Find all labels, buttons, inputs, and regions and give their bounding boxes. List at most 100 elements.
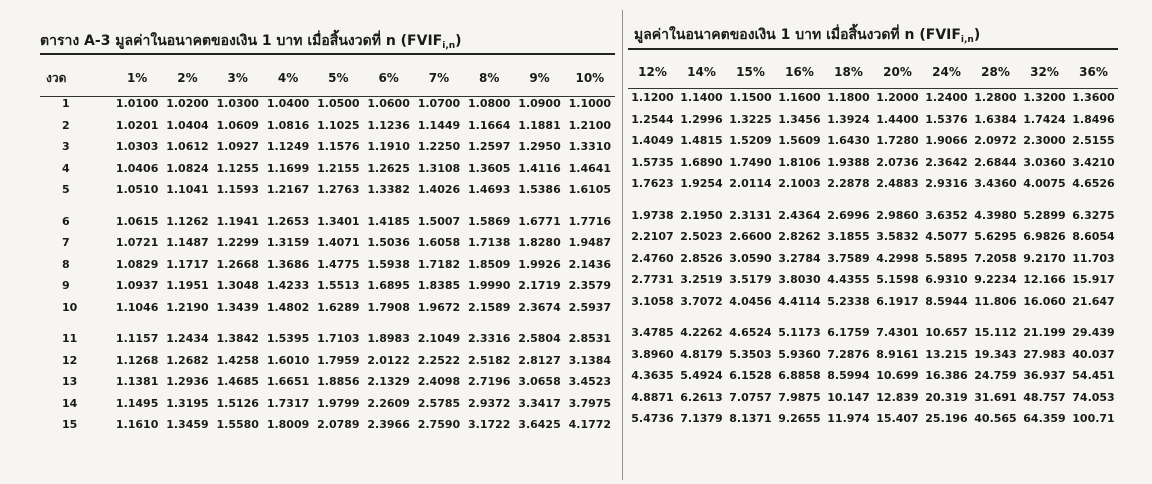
value-cell: 1.3108 bbox=[417, 161, 461, 175]
value-cell: 8.9161 bbox=[876, 347, 919, 361]
value-cell: 2.4098 bbox=[417, 375, 461, 389]
rate-header: 6% bbox=[378, 71, 399, 85]
value-cell: 1.0300 bbox=[216, 97, 259, 111]
value-cell: 1.1046 bbox=[115, 300, 159, 314]
value-cell: 1.9799 bbox=[317, 396, 360, 410]
value-cell: 10.699 bbox=[876, 369, 919, 383]
value-cell: 1.1495 bbox=[115, 396, 159, 410]
rate-header: 36% bbox=[1079, 65, 1108, 79]
value-cell: 1.3225 bbox=[729, 112, 772, 126]
table-row: 3.4785 4.2262 4.6524 5.1173 6.1759 7.4301 10.6… bbox=[628, 312, 1118, 344]
value-cell: 2.1049 bbox=[417, 332, 461, 346]
value-cell: 1.4815 bbox=[680, 134, 723, 148]
value-cell: 1.1255 bbox=[216, 161, 259, 175]
value-cell: 2.5023 bbox=[680, 230, 723, 244]
value-cell: 19.343 bbox=[974, 347, 1017, 361]
rate-header: 2% bbox=[177, 71, 198, 85]
value-cell: 1.2597 bbox=[468, 140, 511, 154]
rate-header: 9% bbox=[529, 71, 550, 85]
value-cell: 1.1910 bbox=[367, 140, 410, 154]
value-cell: 6.2613 bbox=[680, 390, 723, 404]
value-cell: 4.4114 bbox=[778, 294, 821, 308]
value-cell: 1.2155 bbox=[317, 161, 360, 175]
value-cell: 2.1003 bbox=[778, 177, 821, 191]
value-cell: 1.8496 bbox=[1072, 112, 1115, 126]
value-cell: 3.6425 bbox=[518, 418, 561, 432]
value-cell: 9.2170 bbox=[1023, 251, 1066, 265]
value-cell: 1.2190 bbox=[166, 300, 209, 314]
rate-header: 4% bbox=[277, 71, 299, 85]
value-cell: 4.0456 bbox=[729, 294, 772, 308]
value-cell: 1.1576 bbox=[317, 140, 360, 154]
value-cell: 54.451 bbox=[1072, 369, 1115, 383]
table-row: 5 1.0510 1.1041 1.1593 1.2167 1.2763 1.3382 1.4… bbox=[40, 179, 615, 201]
value-cell: 2.9372 bbox=[468, 396, 511, 410]
value-cell: 2.5785 bbox=[417, 396, 461, 410]
value-cell: 1.6058 bbox=[417, 236, 461, 250]
table-row: 8 1.0829 1.1717 1.2668 1.3686 1.4775 1.5938 1.7… bbox=[40, 254, 615, 276]
value-cell: 2.2522 bbox=[417, 353, 461, 367]
value-cell: 3.8030 bbox=[778, 273, 821, 287]
value-cell: 6.8858 bbox=[778, 369, 821, 383]
value-cell: 1.4775 bbox=[317, 257, 360, 271]
value-cell: 1.5209 bbox=[729, 134, 772, 148]
value-cell: 1.0609 bbox=[216, 118, 259, 132]
value-cell: 1.0927 bbox=[216, 140, 259, 154]
value-cell: 2.1719 bbox=[518, 279, 561, 293]
value-cell: 1.4116 bbox=[518, 161, 561, 175]
value-cell: 1.2950 bbox=[518, 140, 561, 154]
right-header-rule bbox=[628, 88, 1118, 89]
value-cell: 4.6526 bbox=[1072, 177, 1115, 191]
value-cell: 3.7072 bbox=[680, 294, 723, 308]
left-table-body: 1 1.0100 1.0200 1.0300 1.0400 1.0500 1.0600 1.0… bbox=[40, 93, 615, 436]
value-cell: 8.5994 bbox=[827, 369, 870, 383]
value-cell: 2.3131 bbox=[729, 208, 772, 222]
value-cell: 3.5179 bbox=[729, 273, 772, 287]
value-cell: 2.4760 bbox=[631, 251, 674, 265]
left-header-rule bbox=[40, 96, 615, 97]
value-cell: 2.6600 bbox=[729, 230, 772, 244]
value-cell: 5.1598 bbox=[876, 273, 919, 287]
value-cell: 1.4026 bbox=[417, 183, 461, 197]
value-cell: 1.2996 bbox=[680, 112, 723, 126]
rate-header: 18% bbox=[834, 65, 863, 79]
value-cell: 1.8009 bbox=[266, 418, 310, 432]
rate-header: 1% bbox=[126, 71, 148, 85]
value-cell: 3.2519 bbox=[680, 273, 723, 287]
value-cell: 1.2299 bbox=[216, 236, 259, 250]
rate-header: 28% bbox=[981, 65, 1010, 79]
value-cell: 7.2876 bbox=[827, 347, 870, 361]
value-cell: 1.3382 bbox=[367, 183, 410, 197]
value-cell: 1.2400 bbox=[925, 91, 968, 105]
value-cell: 8.5944 bbox=[925, 294, 968, 308]
rate-header: 7% bbox=[428, 71, 450, 85]
value-cell: 1.2544 bbox=[631, 112, 674, 126]
value-cell: 1.3459 bbox=[166, 418, 209, 432]
period-cell: 5 bbox=[62, 183, 70, 197]
value-cell: 1.0824 bbox=[166, 161, 209, 175]
value-cell: 6.1528 bbox=[729, 369, 772, 383]
value-cell: 1.6771 bbox=[518, 214, 561, 228]
value-cell: 1.2763 bbox=[317, 183, 360, 197]
value-cell: 1.6430 bbox=[827, 134, 870, 148]
left-table-title: ตาราง A-3 มูลค่าในอนาคตของเงิน 1 บาท เมื… bbox=[40, 33, 462, 51]
value-cell: 2.8127 bbox=[518, 353, 561, 367]
value-cell: 1.0721 bbox=[115, 236, 159, 250]
value-cell: 1.1487 bbox=[166, 236, 209, 250]
period-cell: 10 bbox=[62, 300, 78, 314]
value-cell: 1.4071 bbox=[317, 236, 360, 250]
value-cell: 2.3000 bbox=[1023, 134, 1066, 148]
value-cell: 1.0829 bbox=[115, 257, 159, 271]
period-cell: 12 bbox=[62, 353, 78, 367]
value-cell: 3.4210 bbox=[1072, 155, 1115, 169]
value-cell: 2.6844 bbox=[974, 155, 1017, 169]
period-cell: 8 bbox=[62, 257, 70, 271]
value-cell: 5.4924 bbox=[680, 369, 723, 383]
value-cell: 3.7975 bbox=[568, 396, 612, 410]
value-cell: 74.053 bbox=[1072, 390, 1115, 404]
value-cell: 5.9360 bbox=[778, 347, 821, 361]
value-cell: 2.8526 bbox=[680, 251, 723, 265]
rate-header: 24% bbox=[932, 65, 961, 79]
value-cell: 1.4400 bbox=[876, 112, 919, 126]
right-top-rule bbox=[628, 48, 1118, 50]
